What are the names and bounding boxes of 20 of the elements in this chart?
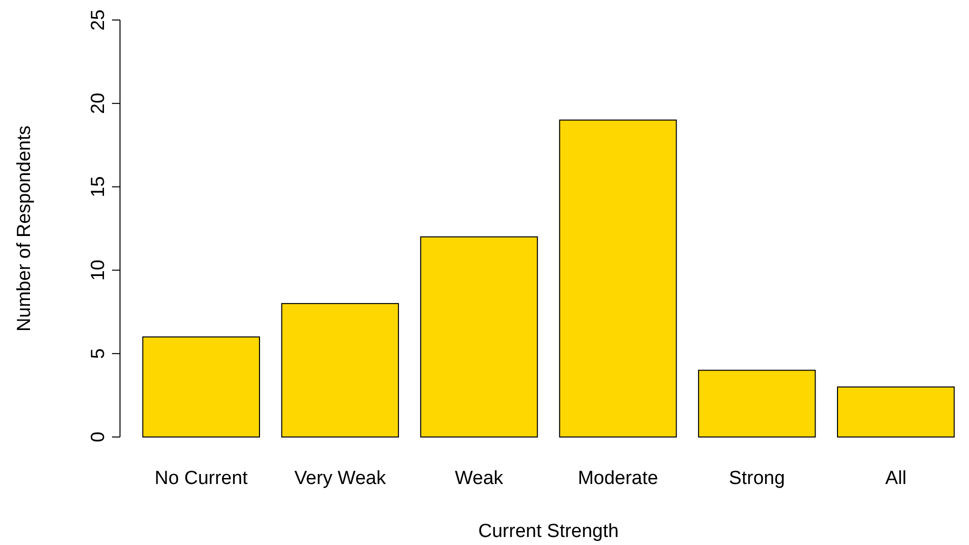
y-axis-title: Number of Respondents (14, 126, 35, 332)
x-tick-label: No Current (154, 468, 248, 489)
y-tick-label: 15 (88, 176, 109, 198)
y-tick-label: 5 (88, 348, 109, 359)
x-tick-label: Strong (728, 468, 785, 489)
bar (420, 236, 538, 438)
bar (837, 386, 955, 438)
bar (142, 336, 260, 438)
y-tick-label: 20 (88, 92, 109, 114)
y-tick-label: 0 (88, 432, 109, 442)
y-tick-label: 10 (88, 260, 109, 281)
x-tick-label: Moderate (578, 468, 658, 489)
bar (281, 303, 399, 438)
x-tick-label: Very Weak (294, 468, 386, 489)
bar (559, 120, 677, 438)
bar (698, 370, 816, 438)
x-tick-label: All (885, 468, 906, 489)
x-tick-label: Weak (454, 468, 504, 489)
x-axis-title: Current Strength (478, 521, 619, 542)
y-tick-label: 25 (88, 9, 109, 31)
